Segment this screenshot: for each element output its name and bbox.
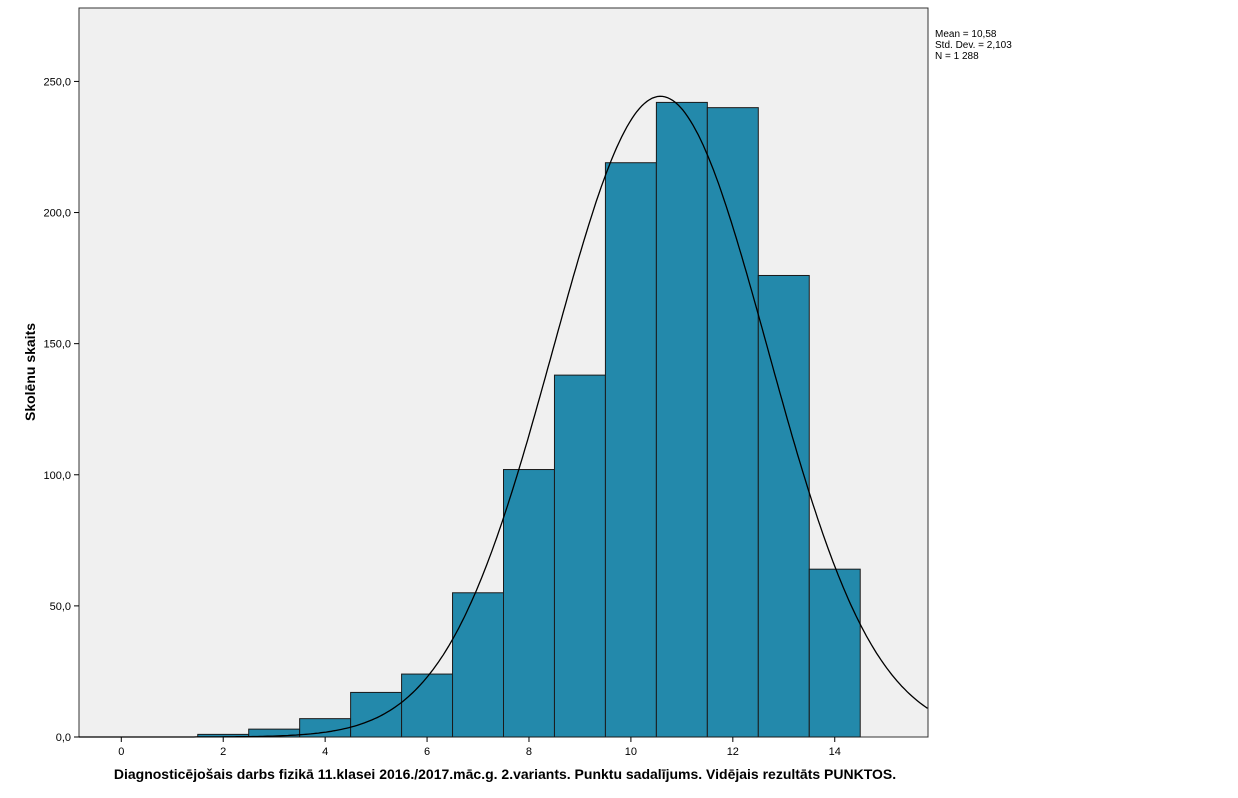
y-tick-label: 100,0 [43, 470, 71, 482]
y-axis-label: Skolēnu skaits [22, 322, 38, 422]
stats-std: Std. Dev. = 2,103 [935, 40, 1012, 51]
histogram-bar [350, 691, 403, 738]
y-tick-label: 250,0 [43, 76, 71, 88]
stats-n: N = 1 288 [935, 51, 979, 62]
x-tick-label: 10 [625, 746, 637, 758]
y-tick-label: 200,0 [43, 208, 71, 220]
x-tick-label: 0 [118, 746, 124, 758]
normal-curve [79, 95, 928, 738]
y-tick-label: 50,0 [50, 601, 71, 613]
histogram-bar [706, 107, 759, 738]
x-tick-label: 6 [424, 746, 430, 758]
histogram-bar [655, 101, 708, 738]
histogram-bar [757, 274, 810, 738]
histogram-bar [401, 673, 454, 738]
histogram-bar [553, 374, 606, 738]
stats-box: Mean = 10,58 Std. Dev. = 2,103 N = 1 288 [935, 29, 1012, 62]
axes-group: 0 2 4 6 8 10 12 14 0,0 50,0 100,0 150,0 200,0 250,0 [43, 76, 840, 758]
stats-mean: Mean = 10,58 [935, 29, 997, 40]
y-tick-label: 0,0 [56, 732, 71, 744]
x-tick-label: 8 [526, 746, 532, 758]
x-tick-label: 2 [220, 746, 226, 758]
bars-group [197, 101, 861, 738]
x-tick-label: 4 [322, 746, 328, 758]
x-tick-label: 14 [829, 746, 841, 758]
x-tick-label: 12 [727, 746, 739, 758]
x-axis-label: Diagnosticējošais darbs fizikā 11.klasei… [113, 766, 897, 782]
histogram-bar [604, 162, 657, 738]
histogram-bar [503, 469, 555, 738]
y-tick-label: 150,0 [43, 339, 71, 351]
histogram-bar [452, 592, 504, 738]
histogram-bar [808, 568, 861, 738]
